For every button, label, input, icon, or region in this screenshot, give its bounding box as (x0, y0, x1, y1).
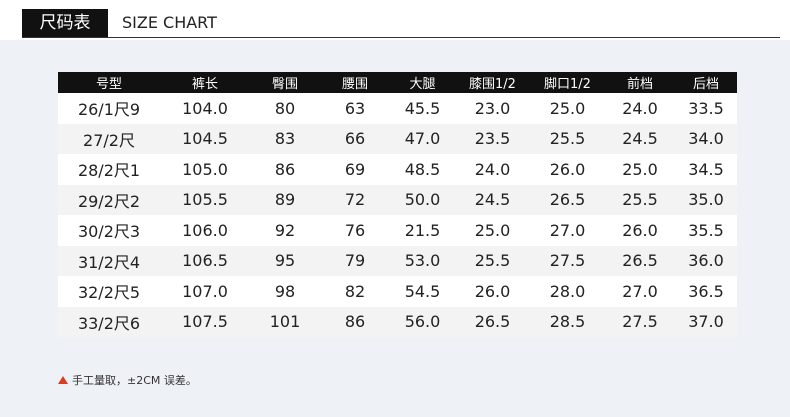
table-body: 26/1尺9 104.0 80 63 45.5 23.0 25.0 24.0 33.5 27/2尺… (58, 93, 737, 337)
table-cell: 36.5 (688, 281, 724, 301)
table-cell: 89 (250, 184, 320, 215)
table-cell: 107.5 (160, 306, 250, 337)
table-cell: 26.5 (530, 184, 605, 215)
table-row: 33/2尺6 107.5 101 86 56.0 26.5 28.5 27.5 37.0 (58, 306, 737, 337)
table-cell: 23.5 (455, 123, 530, 154)
table-cell: 31/2尺4 (58, 245, 160, 276)
table-cell: 28.0 (549, 281, 586, 301)
table-cell: 72 (320, 184, 390, 215)
table-cell: 63 (344, 98, 366, 118)
table-cell: 25.5 (530, 123, 605, 154)
table-cell: 25.5 (455, 245, 530, 276)
table-cell: 53.0 (390, 245, 455, 276)
table-cell: 27.0 (549, 220, 586, 240)
table-row: 28/2尺1 105.0 86 69 48.5 24.0 26.0 25.0 34.5 (58, 154, 737, 185)
table-row: 27/2尺 104.5 83 66 47.0 23.5 25.5 24.5 34.0 (58, 123, 737, 154)
table-cell: 104.0 (182, 98, 228, 118)
table-cell: 79 (320, 245, 390, 276)
table-cell: 105.5 (160, 184, 250, 215)
header-row: 号型 裤长 臀围 腰围 大腿 膝围1/2 脚口1/2 前档 后档 (58, 72, 737, 93)
table-cell: 28.5 (530, 306, 605, 337)
table-cell: 66 (320, 123, 390, 154)
note: 手工量取，±2CM 误差。 (58, 372, 197, 388)
divider (22, 37, 780, 38)
table-cell: 104.5 (160, 123, 250, 154)
table-row: 31/2尺4 106.5 95 79 53.0 25.5 27.5 26.5 36.0 (58, 245, 737, 276)
table-cell: 37.0 (675, 306, 737, 337)
table-cell: 47.0 (390, 123, 455, 154)
table-cell: 26.0 (622, 220, 658, 240)
table-cell: 76 (344, 220, 366, 240)
header-cell: 臀围 (250, 72, 320, 93)
table-cell: 48.5 (404, 159, 441, 179)
table-row: 32/2尺5 107.0 98 82 54.5 26.0 28.0 27.0 36.5 (58, 276, 737, 307)
table-cell: 26.5 (605, 245, 675, 276)
table-row: 29/2尺2 105.5 89 72 50.0 24.5 26.5 25.5 35.0 (58, 184, 737, 215)
title: 尺码表 (22, 9, 108, 37)
table-cell: 27.5 (530, 245, 605, 276)
header-cell: 脚口1/2 (530, 72, 605, 93)
table-cell: 21.5 (404, 220, 441, 240)
table-cell: 69 (344, 159, 366, 179)
table-cell: 35.0 (675, 184, 737, 215)
table-cell: 30/2尺3 (77, 222, 141, 242)
warning-icon (58, 376, 68, 384)
subtitle: SIZE CHART (122, 13, 217, 32)
table-cell: 27.5 (605, 306, 675, 337)
table-cell: 95 (250, 245, 320, 276)
table-row: 30/2尺3 106.0 92 76 21.5 25.0 27.0 26.0 35.5 (58, 215, 737, 246)
table-cell: 27/2尺 (58, 123, 160, 154)
table-cell: 92 (274, 220, 296, 240)
table-cell: 98 (274, 281, 296, 301)
table-cell: 24.0 (474, 159, 511, 179)
table-cell: 56.0 (390, 306, 455, 337)
table-cell: 107.0 (182, 281, 228, 301)
header-cell: 大腿 (390, 72, 455, 93)
table-cell: 101 (250, 306, 320, 337)
table-cell: 25.0 (622, 159, 658, 179)
table-cell: 23.0 (474, 98, 511, 118)
table-cell: 54.5 (404, 281, 441, 301)
table-cell: 86 (274, 159, 296, 179)
header-cell: 裤长 (160, 72, 250, 93)
table-cell: 50.0 (390, 184, 455, 215)
table-row: 26/1尺9 104.0 80 63 45.5 23.0 25.0 24.0 33.5 (58, 93, 737, 124)
table-cell: 27.0 (622, 281, 658, 301)
table-cell: 80 (274, 98, 296, 118)
table-cell: 105.0 (182, 159, 228, 179)
table-cell: 25.0 (549, 98, 586, 118)
note-text: 手工量取，±2CM 误差。 (72, 374, 197, 387)
table-cell: 24.0 (622, 98, 658, 118)
table-cell: 26.5 (455, 306, 530, 337)
table-cell: 25.5 (605, 184, 675, 215)
table-cell: 29/2尺2 (58, 184, 160, 215)
header-cell: 膝围1/2 (455, 72, 530, 93)
table-cell: 24.5 (605, 123, 675, 154)
table-cell: 28/2尺1 (77, 161, 141, 181)
table-cell: 36.0 (675, 245, 737, 276)
table-cell: 32/2尺5 (77, 283, 141, 303)
table-cell: 86 (320, 306, 390, 337)
header-cell: 号型 (58, 72, 160, 93)
table-cell: 25.0 (474, 220, 511, 240)
table-cell: 83 (250, 123, 320, 154)
header-cell: 前档 (605, 72, 675, 93)
table-cell: 106.0 (182, 220, 228, 240)
table-cell: 26.0 (549, 159, 586, 179)
table-cell: 82 (344, 281, 366, 301)
table-cell: 35.5 (688, 220, 724, 240)
size-table: 号型 裤长 臀围 腰围 大腿 膝围1/2 脚口1/2 前档 后档 26/1尺9 104.0 80 63… (58, 72, 737, 337)
table-cell: 33/2尺6 (58, 306, 160, 337)
table-cell: 24.5 (455, 184, 530, 215)
table-cell: 26/1尺9 (77, 100, 141, 120)
table-cell: 45.5 (404, 98, 441, 118)
table-cell: 33.5 (688, 98, 724, 118)
table-cell: 34.0 (675, 123, 737, 154)
table-cell: 34.5 (688, 159, 724, 179)
table-cell: 26.0 (474, 281, 511, 301)
header-cell: 后档 (675, 72, 737, 93)
table-cell: 106.5 (160, 245, 250, 276)
header-cell: 腰围 (320, 72, 390, 93)
